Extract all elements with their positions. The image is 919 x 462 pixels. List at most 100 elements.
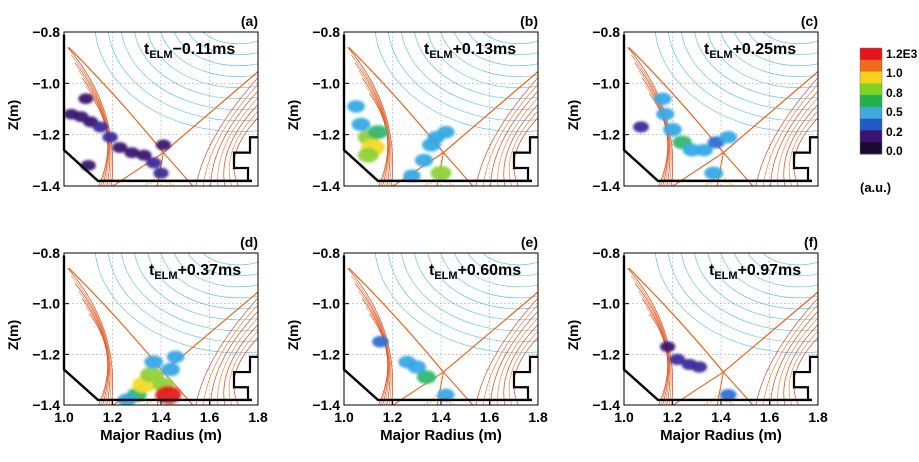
- emission-blob: [78, 93, 94, 105]
- sol-flux-line: [763, 83, 818, 186]
- flux-surface: [707, 253, 818, 310]
- x-tick-label: 1.2: [103, 409, 123, 425]
- sol-flux-line: [755, 297, 818, 405]
- separatrix-leg: [443, 371, 474, 405]
- emission-blob: [414, 153, 434, 167]
- sol-flux-line: [793, 117, 818, 186]
- emission-blob: [351, 117, 371, 131]
- emission-blob: [682, 143, 702, 157]
- panel-label: (f): [804, 234, 818, 250]
- flux-surface-lines: [64, 253, 258, 405]
- flux-surface: [374, 32, 538, 133]
- emission-blob: [153, 167, 169, 179]
- divertor-baffle: [792, 355, 818, 400]
- flux-surface: [440, 253, 538, 299]
- flux-surface: [720, 253, 818, 299]
- sol-flux-line: [508, 330, 538, 405]
- flux-surface: [174, 253, 258, 288]
- axes-frame: [343, 31, 539, 187]
- sol-flux-line: [203, 83, 258, 186]
- y-tick-label: −1.4: [32, 397, 60, 413]
- flux-surface: [440, 32, 538, 78]
- colorbar: [859, 47, 883, 155]
- sol-flux-line: [67, 267, 114, 405]
- separatrix-leg: [163, 371, 194, 405]
- flux-surface: [454, 253, 538, 288]
- flux-surface: [467, 32, 538, 56]
- flux-surface: [482, 32, 538, 45]
- sol-flux-line: [788, 330, 818, 405]
- emission-blob: [367, 125, 388, 140]
- sol-flux-line: [490, 90, 538, 186]
- flux-surface: [401, 253, 538, 332]
- time-annotation: tELM+0.25ms: [704, 41, 796, 61]
- y-axis-label: Z(m): [285, 100, 301, 130]
- y-axis-label: Z(m): [565, 320, 581, 350]
- emission-layer: [347, 100, 455, 182]
- y-tick-label: −1.0: [32, 296, 60, 312]
- flux-surface: [202, 253, 258, 266]
- separatrix: [628, 46, 818, 154]
- emission-blob: [633, 121, 649, 133]
- time-annotation: tELM+0.60ms: [429, 262, 521, 282]
- emission-blob: [691, 361, 708, 373]
- flux-surface: [374, 253, 538, 354]
- y-tick-label: −1.4: [32, 178, 60, 194]
- flux-surface: [147, 253, 258, 310]
- sol-flux-line: [475, 77, 538, 186]
- colorbar-segment: [860, 59, 882, 73]
- flux-surface: [681, 253, 818, 332]
- emission-blob: [695, 143, 713, 157]
- sol-flux-line: [217, 97, 258, 186]
- emission-blob: [437, 388, 455, 402]
- emission-blob: [704, 166, 724, 180]
- sol-flux-line: [228, 330, 258, 405]
- x-tick-label: 1.2: [663, 409, 683, 425]
- y-tick-label: −1.0: [592, 296, 620, 312]
- x-tick-label: 1.8: [248, 409, 268, 425]
- emission-blob: [112, 142, 128, 153]
- panel-label: (d): [240, 234, 258, 250]
- separatrix: [348, 267, 538, 373]
- divertor-baffle: [512, 355, 538, 400]
- time-annotation: tELM+0.13ms: [424, 41, 516, 61]
- emission-blob: [347, 100, 365, 113]
- x-axis-label: Major Radius (m): [660, 427, 782, 444]
- y-tick-label: −1.2: [592, 346, 620, 362]
- flux-surface: [187, 32, 258, 56]
- emission-blob: [124, 147, 140, 159]
- y-tick-label: −1.4: [312, 178, 340, 194]
- flux-surface: [134, 253, 258, 321]
- sol-flux-line: [770, 310, 818, 405]
- x-tick-label: 1.6: [480, 409, 500, 425]
- panel-d: −0.8 −1.0 −1.2 −1.4 Z(m) 1.0 1.2 1.4 1.6 1.8 Major…: [5, 234, 268, 444]
- emission-blob: [80, 160, 96, 171]
- flux-surface: [654, 253, 818, 354]
- y-tick-label: −1.0: [312, 75, 340, 91]
- flux-surface: [762, 32, 818, 45]
- emission-blob: [144, 355, 164, 369]
- sol-flux-line: [497, 97, 538, 186]
- emission-blob: [155, 139, 172, 151]
- emission-blob: [669, 353, 686, 365]
- separatrix: [628, 267, 818, 373]
- x-tick-label: 1.4: [431, 409, 451, 425]
- separatrix-leg: [671, 371, 724, 405]
- y-tick-label: −1.4: [592, 397, 620, 413]
- sol-flux-line: [203, 304, 258, 405]
- emission-blob: [161, 362, 181, 377]
- panel-f: −0.8 −1.0 −1.2 −1.4 Z(m) 1.0 1.2 1.4 1.6 1.8 Major…: [565, 234, 828, 444]
- sol-flux-line: [217, 317, 258, 405]
- emission-blob: [663, 122, 682, 137]
- sol-flux-line: [497, 317, 538, 405]
- flux-surface: [134, 32, 258, 100]
- sol-flux-line: [210, 90, 258, 186]
- flux-surface: [747, 32, 818, 56]
- sol-flux-line: [195, 297, 258, 405]
- emission-blob: [656, 107, 675, 121]
- emission-blob: [102, 131, 118, 143]
- colorbar-segment: [860, 142, 882, 155]
- sol-flux-line: [627, 267, 674, 405]
- x-tick-label: 1.4: [711, 409, 731, 425]
